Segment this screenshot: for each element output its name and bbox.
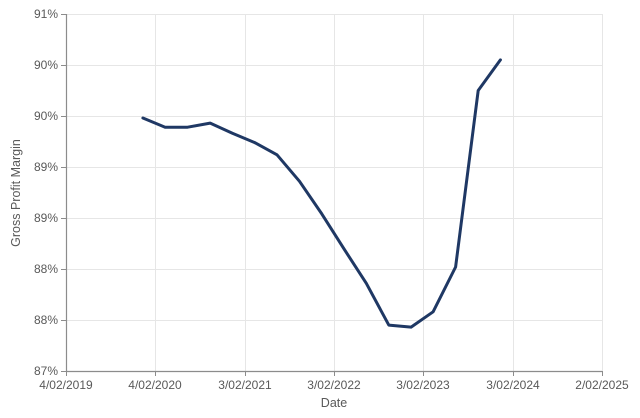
gross-profit-margin-line	[141, 58, 502, 329]
x-tick-label: 2/02/2025	[575, 378, 629, 392]
y-tick-label: 90%	[33, 58, 58, 72]
x-tick-label: 4/02/2020	[128, 378, 182, 392]
y-axis-title: Gross Profit Margin	[9, 139, 23, 247]
x-axis-title: Date	[320, 396, 348, 410]
y-tick-label: 87%	[33, 364, 58, 378]
x-tick-label: 3/02/2023	[396, 378, 450, 392]
y-tick-label: 91%	[33, 7, 58, 21]
x-tick-label: 3/02/2021	[218, 378, 272, 392]
x-tick-label: 3/02/2022	[307, 378, 361, 392]
x-tick-label: 4/02/2019	[39, 378, 93, 392]
y-tick-label: 89%	[33, 160, 58, 174]
y-tick-label: 88%	[33, 262, 58, 276]
y-tick-label: 89%	[33, 211, 58, 225]
x-tick-label: 3/02/2024	[486, 378, 540, 392]
y-tick-label: 88%	[33, 313, 58, 327]
y-tick-label: 90%	[33, 109, 58, 123]
